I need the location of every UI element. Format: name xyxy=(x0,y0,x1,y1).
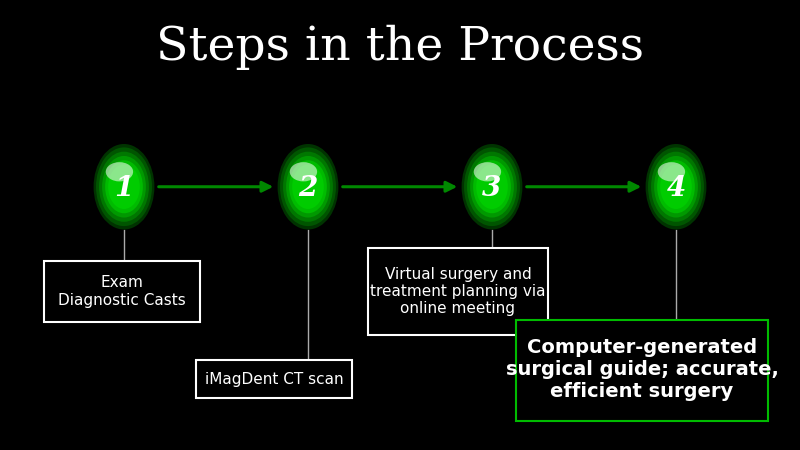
Ellipse shape xyxy=(106,162,133,181)
Ellipse shape xyxy=(94,144,154,230)
Ellipse shape xyxy=(646,144,706,230)
Text: Computer-generated
surgical guide; accurate,
efficient surgery: Computer-generated surgical guide; accur… xyxy=(506,338,778,401)
Ellipse shape xyxy=(473,160,511,213)
Ellipse shape xyxy=(474,162,501,181)
Ellipse shape xyxy=(651,152,701,222)
Ellipse shape xyxy=(654,156,698,217)
Ellipse shape xyxy=(467,152,517,222)
Ellipse shape xyxy=(648,148,704,226)
Ellipse shape xyxy=(658,162,685,181)
Ellipse shape xyxy=(462,144,522,230)
Ellipse shape xyxy=(470,156,514,217)
FancyBboxPatch shape xyxy=(516,320,768,421)
Text: Virtual surgery and
treatment planning via
online meeting: Virtual surgery and treatment planning v… xyxy=(370,267,546,316)
Ellipse shape xyxy=(290,162,317,181)
Ellipse shape xyxy=(292,165,324,209)
Ellipse shape xyxy=(286,156,330,217)
Text: 4: 4 xyxy=(666,176,686,202)
Ellipse shape xyxy=(660,165,692,209)
Ellipse shape xyxy=(278,144,338,230)
Text: Steps in the Process: Steps in the Process xyxy=(156,25,644,70)
Text: 1: 1 xyxy=(114,176,134,202)
FancyBboxPatch shape xyxy=(44,261,200,322)
FancyBboxPatch shape xyxy=(368,248,548,335)
Text: 2: 2 xyxy=(298,176,318,202)
Ellipse shape xyxy=(96,148,152,226)
Ellipse shape xyxy=(464,148,520,226)
Ellipse shape xyxy=(108,165,140,209)
Ellipse shape xyxy=(280,148,336,226)
Ellipse shape xyxy=(99,152,149,222)
Ellipse shape xyxy=(105,160,143,213)
FancyBboxPatch shape xyxy=(196,360,352,398)
Ellipse shape xyxy=(657,160,695,213)
Text: Exam
Diagnostic Casts: Exam Diagnostic Casts xyxy=(58,275,186,308)
Ellipse shape xyxy=(283,152,333,222)
Ellipse shape xyxy=(289,160,327,213)
Text: 3: 3 xyxy=(482,176,502,202)
Text: iMagDent CT scan: iMagDent CT scan xyxy=(205,372,343,387)
Ellipse shape xyxy=(102,156,146,217)
Ellipse shape xyxy=(476,165,508,209)
